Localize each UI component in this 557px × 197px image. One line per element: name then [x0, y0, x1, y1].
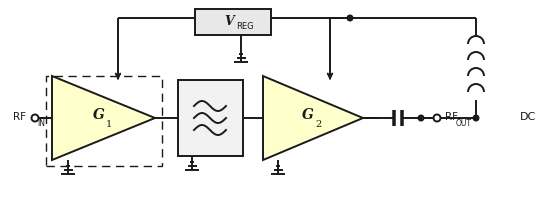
- Bar: [46, 76, 162, 166]
- Text: RF: RF: [445, 112, 458, 122]
- Bar: [178, 80, 242, 156]
- Text: V: V: [224, 15, 234, 28]
- Text: 1: 1: [105, 120, 111, 128]
- Text: DC: DC: [520, 112, 536, 122]
- Circle shape: [32, 114, 38, 122]
- Text: G: G: [302, 108, 314, 122]
- Circle shape: [418, 115, 424, 121]
- Bar: [195, 9, 271, 35]
- Circle shape: [347, 15, 353, 21]
- Text: REG: REG: [236, 21, 254, 31]
- Text: G: G: [92, 108, 105, 122]
- Text: IN: IN: [37, 119, 45, 127]
- Polygon shape: [263, 76, 363, 160]
- Text: OUT: OUT: [456, 119, 472, 127]
- Polygon shape: [52, 76, 155, 160]
- Text: 2: 2: [315, 120, 321, 128]
- Circle shape: [433, 114, 441, 122]
- Circle shape: [473, 115, 479, 121]
- Text: RF: RF: [13, 112, 26, 122]
